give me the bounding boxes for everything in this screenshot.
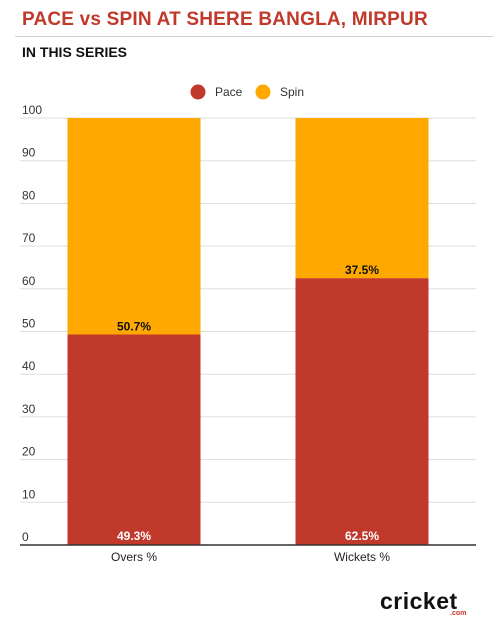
legend-marker-spin bbox=[255, 84, 271, 100]
chart-subtitle: IN THIS SERIES bbox=[22, 44, 128, 60]
legend-label-pace: Pace bbox=[215, 85, 243, 99]
bar-pace bbox=[67, 334, 201, 545]
y-tick-label: 50 bbox=[22, 317, 36, 331]
y-tick-label: 70 bbox=[22, 231, 36, 245]
data-label: 49.3% bbox=[117, 529, 151, 543]
y-tick-label: 90 bbox=[22, 146, 36, 160]
x-tick-label: Wickets % bbox=[334, 550, 390, 564]
y-tick-label: 20 bbox=[22, 445, 36, 459]
data-label: 62.5% bbox=[345, 529, 379, 543]
chart-title: PACE vs SPIN AT SHERE BANGLA, MIRPUR bbox=[22, 9, 428, 30]
legend-marker-pace bbox=[190, 84, 206, 100]
bar-pace bbox=[295, 278, 429, 545]
y-tick-label: 80 bbox=[22, 188, 36, 202]
title-divider bbox=[15, 36, 493, 37]
bar-spin bbox=[67, 118, 201, 335]
data-label: 37.5% bbox=[345, 263, 379, 277]
logo-suffix: .com bbox=[450, 610, 467, 617]
y-tick-label: 30 bbox=[22, 402, 36, 416]
data-label: 50.7% bbox=[117, 319, 151, 333]
y-tick-label: 10 bbox=[22, 487, 36, 501]
logo-wordmark: cricket bbox=[380, 588, 458, 614]
y-tick-label: 0 bbox=[22, 530, 29, 544]
legend-label-spin: Spin bbox=[280, 85, 304, 99]
y-tick-label: 100 bbox=[22, 103, 42, 117]
x-tick-label: Overs % bbox=[111, 550, 157, 564]
y-tick-label: 40 bbox=[22, 359, 36, 373]
y-tick-label: 60 bbox=[22, 274, 36, 288]
bar-spin bbox=[295, 118, 429, 279]
cricket-logo: cricket .com bbox=[380, 588, 490, 622]
